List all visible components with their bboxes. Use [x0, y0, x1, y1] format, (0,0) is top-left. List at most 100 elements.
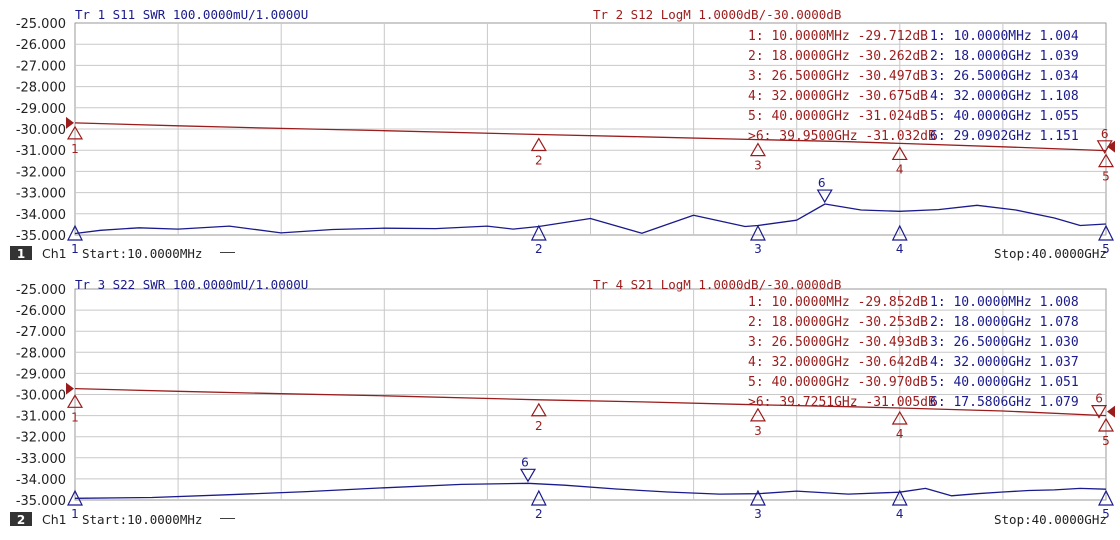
marker-blue-4	[891, 224, 908, 241]
readout-blue-line: 1: 10.0000MHz 1.004	[930, 29, 1079, 44]
marker-red-label: 4	[896, 162, 904, 176]
readout-red-line: 2: 18.0000GHz -30.253dB	[748, 315, 928, 330]
marker-red-label: 1	[71, 142, 79, 156]
channel-badge-number: 1	[17, 247, 25, 261]
marker-blue-6	[519, 468, 537, 483]
marker-blue-label: 5	[1102, 507, 1110, 521]
y-tick-label: -27.000	[16, 325, 66, 340]
y-tick-label: -33.000	[16, 187, 66, 202]
readout-red-line: >6: 39.7251GHz -31.005dB	[748, 395, 936, 410]
marker-red-label: 5	[1102, 170, 1110, 184]
marker-red-4	[891, 410, 908, 425]
marker-blue-label: 4	[896, 507, 904, 521]
marker-blue-2	[530, 224, 547, 241]
marker-red-label: 3	[754, 159, 762, 173]
readout-red-line: 5: 40.0000GHz -30.970dB	[748, 375, 928, 390]
y-tick-label: -32.000	[16, 431, 66, 446]
y-tick-label: -30.000	[16, 123, 66, 138]
trace-red	[74, 387, 1107, 417]
y-tick-label: -29.000	[16, 367, 66, 382]
marker-red-1	[66, 125, 84, 140]
y-tick-label: -27.000	[16, 59, 66, 74]
ref-arrow-right	[1107, 405, 1115, 418]
marker-red-label: 6	[1095, 392, 1103, 406]
marker-red-1	[66, 394, 84, 408]
y-tick-label: -35.000	[16, 494, 66, 509]
marker-red-3	[749, 407, 766, 422]
start-frequency: Start:10.0000MHz	[82, 246, 202, 261]
readout-blue-line: 2: 18.0000GHz 1.078	[930, 315, 1079, 330]
marker-red-label: 6	[1101, 127, 1109, 141]
marker-blue-4	[891, 489, 908, 506]
readout-red-line: 1: 10.0000MHz -29.852dB	[748, 295, 928, 310]
trace-header-logm: Tr 4 S21 LogM 1.0000dB/-30.0000dB	[593, 277, 841, 292]
channel-badge	[10, 512, 32, 526]
readout-blue-line: 6: 29.0902GHz 1.151	[930, 129, 1079, 144]
marker-blue-label: 3	[754, 242, 762, 256]
marker-red-2	[530, 402, 547, 417]
stop-frequency: Stop:40.0000GHz	[994, 246, 1107, 261]
readout-blue-line: 3: 26.5000GHz 1.034	[930, 69, 1079, 84]
y-tick-label: -29.000	[16, 102, 66, 117]
marker-blue-label: 5	[1102, 242, 1110, 256]
stop-frequency: Stop:40.0000GHz	[994, 512, 1107, 527]
trace-header-logm: Tr 2 S12 LogM 1.0000dB/-30.0000dB	[593, 7, 841, 22]
channel-label: Ch1	[42, 246, 67, 261]
marker-blue-5	[1098, 489, 1114, 506]
marker-blue-1	[67, 224, 83, 241]
y-tick-label: -31.000	[16, 410, 66, 425]
readout-blue-line: 5: 40.0000GHz 1.051	[930, 375, 1079, 390]
readout-red-line: 4: 32.0000GHz -30.642dB	[748, 355, 928, 370]
marker-blue-label: 2	[535, 507, 543, 521]
marker-red-5	[1097, 153, 1115, 168]
ref-arrow-left	[66, 116, 74, 129]
y-tick-label: -34.000	[16, 473, 66, 488]
y-tick-label: -31.000	[16, 144, 66, 159]
marker-red-label: 2	[535, 154, 543, 168]
marker-blue-1	[67, 489, 83, 506]
readout-blue-line: 6: 17.5806GHz 1.079	[930, 395, 1079, 410]
marker-blue-label: 4	[896, 242, 904, 256]
y-tick-label: -26.000	[16, 304, 66, 319]
marker-blue-6	[816, 189, 833, 204]
trace-header-swr: Tr 3 S22 SWR 100.0000mU/1.0000U	[75, 277, 308, 292]
y-tick-label: -33.000	[16, 452, 66, 467]
ref-arrow-left	[66, 382, 74, 395]
trace-blue	[74, 203, 1107, 235]
y-tick-label: -34.000	[16, 208, 66, 223]
marker-red-5	[1097, 417, 1115, 432]
marker-red-label: 1	[71, 410, 79, 424]
trace-blue	[74, 482, 1107, 499]
y-tick-label: -32.000	[16, 165, 66, 180]
y-tick-label: -25.000	[16, 17, 66, 32]
start-frequency: Start:10.0000MHz	[82, 512, 202, 527]
readout-red-line: 2: 18.0000GHz -30.262dB	[748, 49, 928, 64]
readout-blue-line: 1: 10.0000MHz 1.008	[930, 295, 1079, 310]
marker-blue-label: 3	[754, 507, 762, 521]
marker-blue-3	[749, 489, 766, 506]
marker-red-6	[1090, 405, 1108, 419]
marker-blue-label: 6	[818, 176, 826, 190]
readout-red-line: 5: 40.0000GHz -31.024dB	[748, 109, 928, 124]
channel-badge-number: 2	[17, 513, 25, 527]
marker-red-3	[749, 142, 766, 157]
marker-red-4	[891, 146, 908, 161]
legend-dash-a: ——	[220, 510, 236, 525]
y-tick-label: -30.000	[16, 389, 66, 404]
chart-panel-2: -25.000 -26.000 -27.000 -28.000 -29.000 -30.0…	[10, 277, 1115, 527]
y-tick-label: -28.000	[16, 81, 66, 96]
readout-blue-line: 5: 40.0000GHz 1.055	[930, 109, 1079, 124]
trace-red	[74, 122, 1107, 152]
chart-panel-1: -25.000 -26.000 -27.000 -28.000 -29.000 -30.0…	[10, 7, 1115, 261]
marker-blue-label: 1	[71, 242, 79, 256]
y-tick-label: -28.000	[16, 346, 66, 361]
y-tick-label: -25.000	[16, 283, 66, 298]
marker-red-label: 3	[754, 424, 762, 438]
marker-blue-label: 6	[521, 455, 529, 469]
readout-red-line: 3: 26.5000GHz -30.497dB	[748, 69, 928, 84]
readout-red-line: 4: 32.0000GHz -30.675dB	[748, 89, 928, 104]
y-tick-label: -26.000	[16, 38, 66, 53]
channel-label: Ch1	[42, 512, 67, 527]
marker-blue-label: 1	[71, 507, 79, 521]
